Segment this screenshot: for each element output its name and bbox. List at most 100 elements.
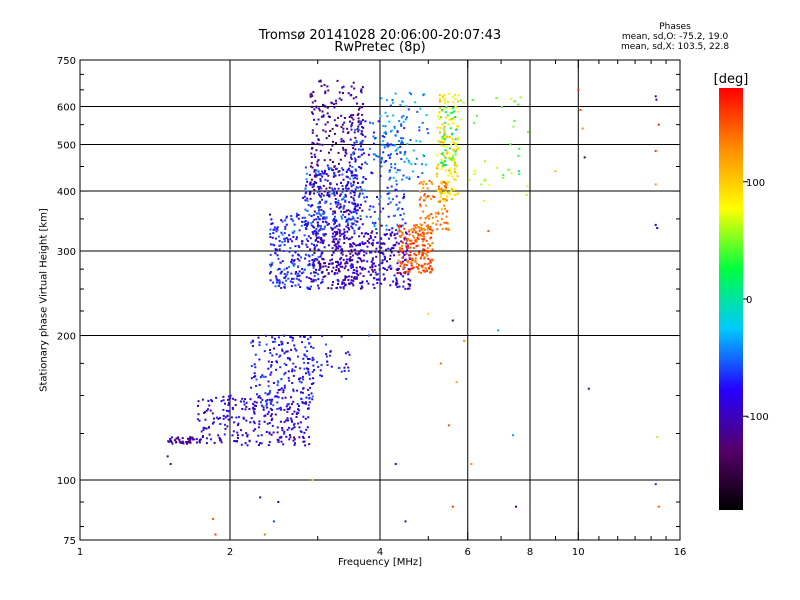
data-point (346, 224, 349, 226)
data-point (335, 261, 337, 263)
data-point (231, 408, 234, 411)
data-point (281, 241, 284, 244)
data-point (416, 244, 419, 247)
data-point (290, 428, 293, 431)
data-point (178, 440, 181, 443)
data-point (400, 142, 403, 145)
data-point (342, 85, 345, 88)
data-point (300, 381, 303, 384)
data-point (386, 260, 388, 263)
data-point (307, 254, 310, 257)
data-point (405, 232, 408, 235)
data-point (344, 187, 347, 190)
data-point (351, 165, 354, 168)
data-point (288, 426, 291, 429)
data-point (246, 433, 249, 436)
data-point (417, 238, 420, 241)
data-point (272, 382, 275, 384)
data-point (331, 283, 334, 286)
data-point (305, 238, 308, 241)
data-point (267, 367, 270, 370)
data-point (311, 112, 314, 115)
data-point (452, 153, 455, 156)
data-point (297, 405, 300, 407)
data-point (299, 335, 302, 338)
data-point (326, 364, 329, 366)
data-point (366, 240, 369, 242)
data-point (266, 398, 269, 401)
data-point (310, 105, 313, 108)
data-point (341, 86, 344, 89)
data-point (398, 120, 401, 122)
data-point (412, 149, 415, 152)
data-point (389, 254, 392, 257)
data-point (333, 103, 335, 106)
data-point (316, 206, 319, 209)
data-point (398, 249, 401, 252)
data-point (373, 277, 375, 280)
data-point (333, 244, 336, 247)
data-point (315, 212, 318, 215)
data-point (405, 176, 408, 179)
data-point (457, 147, 459, 150)
data-point (265, 334, 267, 337)
data-point (331, 192, 334, 195)
data-point (313, 218, 316, 221)
data-point (344, 193, 347, 196)
data-point (304, 220, 307, 222)
data-point (296, 212, 298, 215)
data-point (394, 92, 397, 95)
data-point (283, 373, 286, 376)
data-point (308, 443, 311, 446)
data-point (352, 266, 354, 268)
data-point (253, 411, 256, 414)
data-point (403, 263, 406, 266)
data-point (204, 411, 206, 414)
data-point (309, 95, 312, 98)
data-point (440, 191, 443, 194)
data-point (412, 234, 415, 237)
data-point (293, 369, 296, 372)
data-point (413, 236, 416, 239)
data-point (289, 280, 292, 283)
data-point (421, 266, 424, 269)
data-point (400, 250, 403, 253)
data-point (399, 272, 402, 275)
data-point (402, 271, 405, 274)
data-point (292, 277, 295, 280)
data-point (319, 374, 322, 377)
data-point (359, 192, 361, 195)
data-point (375, 278, 378, 281)
data-point (213, 441, 216, 444)
data-point (388, 156, 391, 159)
data-point (405, 245, 408, 248)
data-point (655, 98, 658, 101)
data-point (344, 352, 347, 355)
data-point (419, 107, 422, 110)
data-point (304, 227, 307, 229)
data-point (333, 235, 336, 238)
data-point (266, 422, 269, 425)
data-point (367, 334, 370, 337)
data-point (342, 130, 345, 133)
data-point (429, 244, 431, 247)
data-point (264, 375, 267, 378)
data-point (392, 101, 394, 104)
data-point (447, 181, 450, 184)
data-point (386, 115, 389, 118)
data-point (396, 232, 399, 235)
data-point (442, 198, 445, 201)
data-point (453, 193, 456, 196)
data-point (439, 362, 442, 365)
data-point (361, 163, 363, 166)
data-point (400, 273, 403, 276)
data-point (394, 167, 397, 170)
data-point (236, 424, 239, 427)
data-point (332, 266, 335, 269)
data-point (169, 463, 172, 465)
data-point (290, 396, 292, 399)
data-point (271, 424, 274, 427)
data-point (362, 126, 365, 129)
data-point (335, 124, 338, 127)
data-point (260, 434, 263, 437)
